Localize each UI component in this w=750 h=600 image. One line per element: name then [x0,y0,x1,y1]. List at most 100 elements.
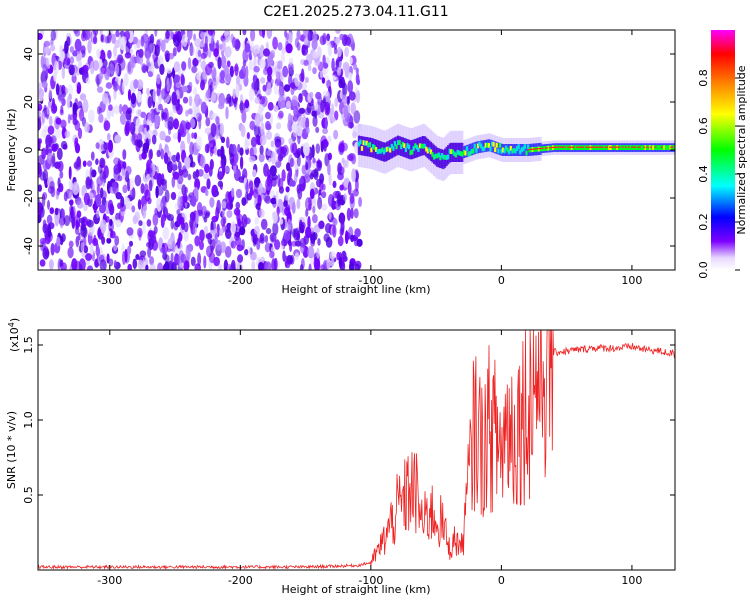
spectrogram-cell [384,147,387,153]
spectrogram-cell [210,123,217,138]
spectrogram-cell [320,264,325,270]
spectrogram-cell [425,146,428,152]
spectrogram-cell [331,196,335,211]
spectrogram-cell [258,261,264,270]
spectrogram-cell [497,148,500,154]
spectrogram-cell [294,73,300,87]
spectrogram-cell [672,145,675,150]
spectrogram-cell [345,159,349,168]
spectrogram-cell [350,102,357,115]
spectrogram-cell [209,197,215,208]
spectrogram-cell [206,143,210,154]
spectrogram-cell [112,82,120,91]
spectrogram-cell [428,147,431,153]
spectrogram-cell [177,237,181,249]
spectrogram-cell [199,240,204,251]
spectrogram-cell [260,218,268,230]
spectrogram-cell [161,39,166,53]
spectrogram-cell [277,153,284,162]
spectrogram-cell [293,172,298,184]
spectrogram-cell [220,241,227,253]
spectrogram-cell [470,149,473,154]
spectrogram-cell [347,181,352,196]
spectrogram-cell [48,86,53,100]
spectrogram-cell [204,163,210,174]
x-tick-label: -100 [358,574,383,587]
spectrogram-cell [240,124,246,138]
spectrogram-cell [379,148,382,154]
spectrogram-cell [108,104,113,111]
spectrogram-cell [448,148,451,154]
spectrogram-cell [68,64,75,76]
spectrogram-cell [259,44,265,58]
spectrogram-cell [177,174,184,185]
spectrogram-cell [188,95,193,107]
spectrogram-cell [549,147,552,149]
spectrogram-cell [299,264,304,270]
spectrogram-cell [418,143,422,149]
spectrogram-cell [54,127,62,139]
spectrogram-cell [335,30,341,34]
spectrogram-cell [54,207,59,216]
spectrogram-cell [440,153,443,158]
spectrogram-cell [149,263,156,270]
spectrogram-cell [216,199,221,214]
spectrogram-cell [236,75,240,86]
spectrogram-cell [113,104,120,115]
spectrogram-cell [259,232,265,242]
spectrogram-cell [442,154,445,160]
spectrogram-cell [90,151,95,161]
spectrogram-cell [50,44,56,52]
spectrogram-cell [353,188,359,197]
spectrogram-cell [381,147,384,153]
spectrogram-cell [273,257,278,270]
spectrogram-cell [517,144,520,149]
spectrogram-cell [200,60,207,70]
y-tick-label: -40 [22,237,35,255]
spectrogram-cell [185,162,191,169]
spectrogram-cell [397,135,400,155]
spectrogram-cell [266,82,272,93]
spectrogram-cell [76,156,81,168]
spectrogram-cell [275,190,279,205]
spectrogram-cell [437,148,440,168]
x-tick-label: -100 [358,274,383,287]
spectrogram-cell [368,142,371,147]
spectrogram-cell [213,145,218,156]
spectrogram-cell [226,210,233,218]
spectrogram-cell [46,214,53,225]
spectrogram-cell [527,149,530,151]
spectrogram-cell [129,189,134,198]
spectrogram-cell [259,58,266,69]
spectrogram-cell [334,97,339,108]
spectrogram-cell [401,137,404,157]
spectrogram-cell [121,169,126,180]
spectrogram-cell [296,30,301,41]
spectrogram-cell [259,145,264,155]
spectrogram-cell [151,134,157,145]
spectrogram-cell [102,92,109,105]
spectrogram-cell [117,54,124,64]
spectrogram-cell [301,44,309,56]
spectrogram-cell [646,146,649,148]
spectrogram-cell [185,121,191,130]
spectrogram-cell [257,185,263,195]
spectrogram-cell [337,46,342,58]
spectrogram-cell [670,146,673,148]
y-tick-label: -20 [22,189,35,207]
spectrogram-cell [183,229,189,242]
spectrogram-cell [97,228,102,238]
spectrogram-cell [63,215,71,227]
spectrogram-cell [538,148,541,150]
spectrogram-cell [354,228,361,238]
spectrogram-cell [454,152,458,158]
spectrogram-cell [138,220,143,227]
spectrogram-cell [230,144,235,154]
spectrogram-cell [119,103,123,114]
spectrogram-cell [142,221,146,235]
spectrogram-cell [367,142,370,148]
spectrogram-cell [481,140,484,153]
spectrogram-cell [93,234,97,244]
spectrogram-cell [203,255,207,269]
spectrogram-cell [254,124,260,138]
